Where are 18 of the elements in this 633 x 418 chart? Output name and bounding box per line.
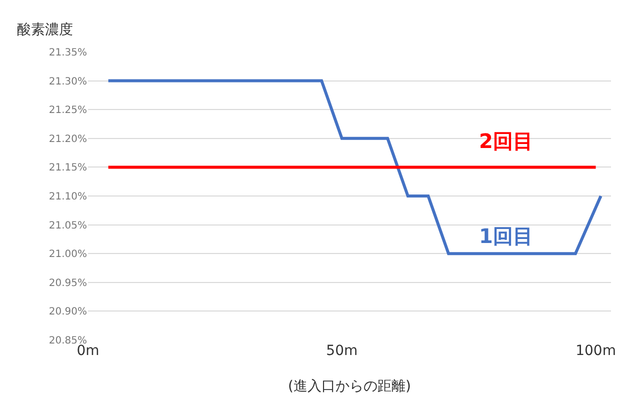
series-label: 2回目 [479,129,533,153]
line-series [106,79,602,256]
y-tick-label: 21.30% [48,76,87,88]
x-axis-title: (進入口からの距離) [288,378,411,394]
y-tick-label: 20.95% [48,278,87,289]
x-tick-label: 50m [326,343,358,359]
y-tick-label: 20.90% [48,306,87,318]
y-tick-label: 21.25% [48,105,87,116]
y-axis-title: 酸素濃度 [17,22,73,38]
y-tick-label: 21.05% [48,220,87,232]
y-tick-label: 21.20% [48,134,87,145]
y-tick-label: 21.15% [48,162,87,174]
x-tick-label: 0m [76,343,100,359]
y-tick-label: 21.00% [48,249,87,260]
x-tick-label: 100m [576,343,616,359]
y-tick-label: 21.10% [48,192,87,202]
y-tick-label: 21.35% [48,48,87,58]
series-label: 1回目 [479,224,533,248]
